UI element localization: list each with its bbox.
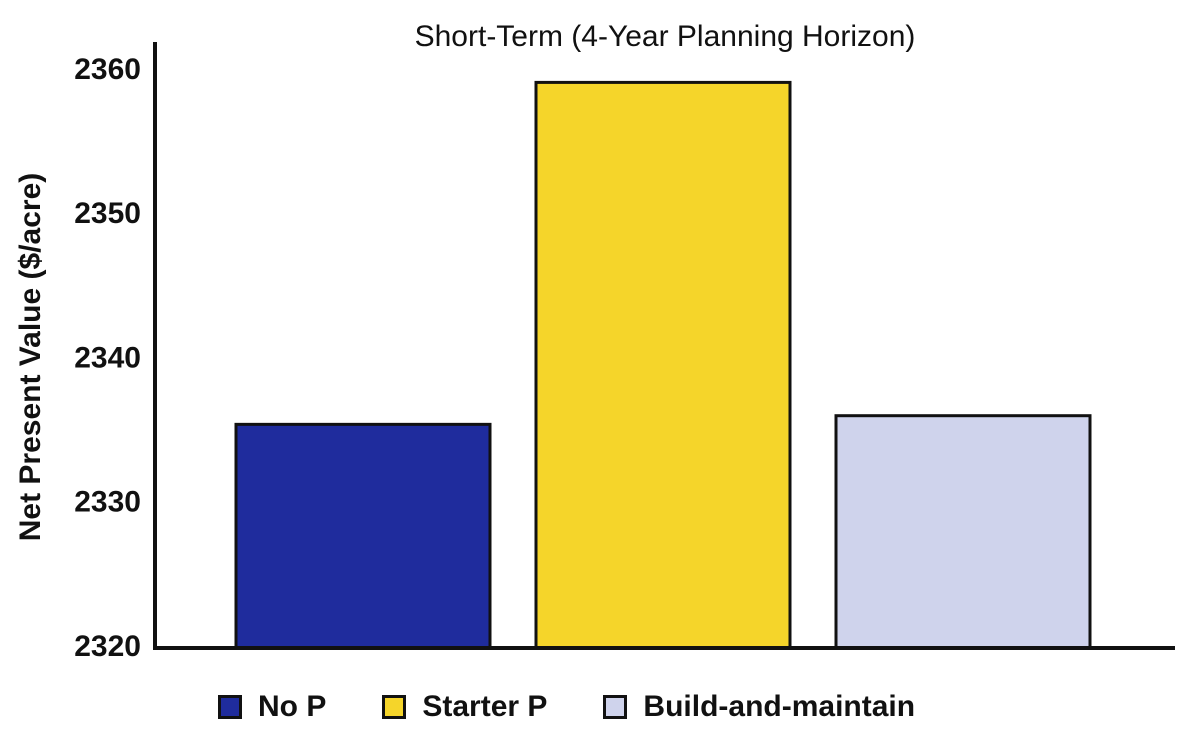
legend-swatch-no-p xyxy=(218,695,242,719)
legend-label-starter-p: Starter P xyxy=(422,690,548,723)
legend: No P Starter P Build-and-maintain xyxy=(218,690,971,724)
y-tick-label: 2340 xyxy=(74,341,141,374)
y-tick-label: 2320 xyxy=(74,630,141,663)
bars-layer xyxy=(234,80,1092,650)
legend-item-build-and-maintain: Build-and-maintain xyxy=(603,690,915,724)
legend-swatch-build-and-maintain xyxy=(603,695,628,719)
legend-label-build-and-maintain: Build-and-maintain xyxy=(643,690,916,723)
legend-item-starter-p: Starter P xyxy=(382,690,547,724)
legend-item-no-p: No P xyxy=(218,690,326,724)
y-ticks-layer: 2320 2330 2340 2350 2360 xyxy=(74,53,141,663)
y-tick-label: 2350 xyxy=(74,197,141,230)
legend-label-no-p: No P xyxy=(258,690,327,723)
chart-title: Short-Term (4-Year Planning Horizon) xyxy=(414,20,916,53)
legend-swatch-starter-p xyxy=(382,695,407,719)
bar-build-and-maintain xyxy=(834,414,1092,650)
bar-starter-p xyxy=(534,80,792,650)
y-tick-label: 2360 xyxy=(74,53,141,86)
y-tick-label: 2330 xyxy=(74,486,141,519)
bar-no-p xyxy=(234,422,492,650)
